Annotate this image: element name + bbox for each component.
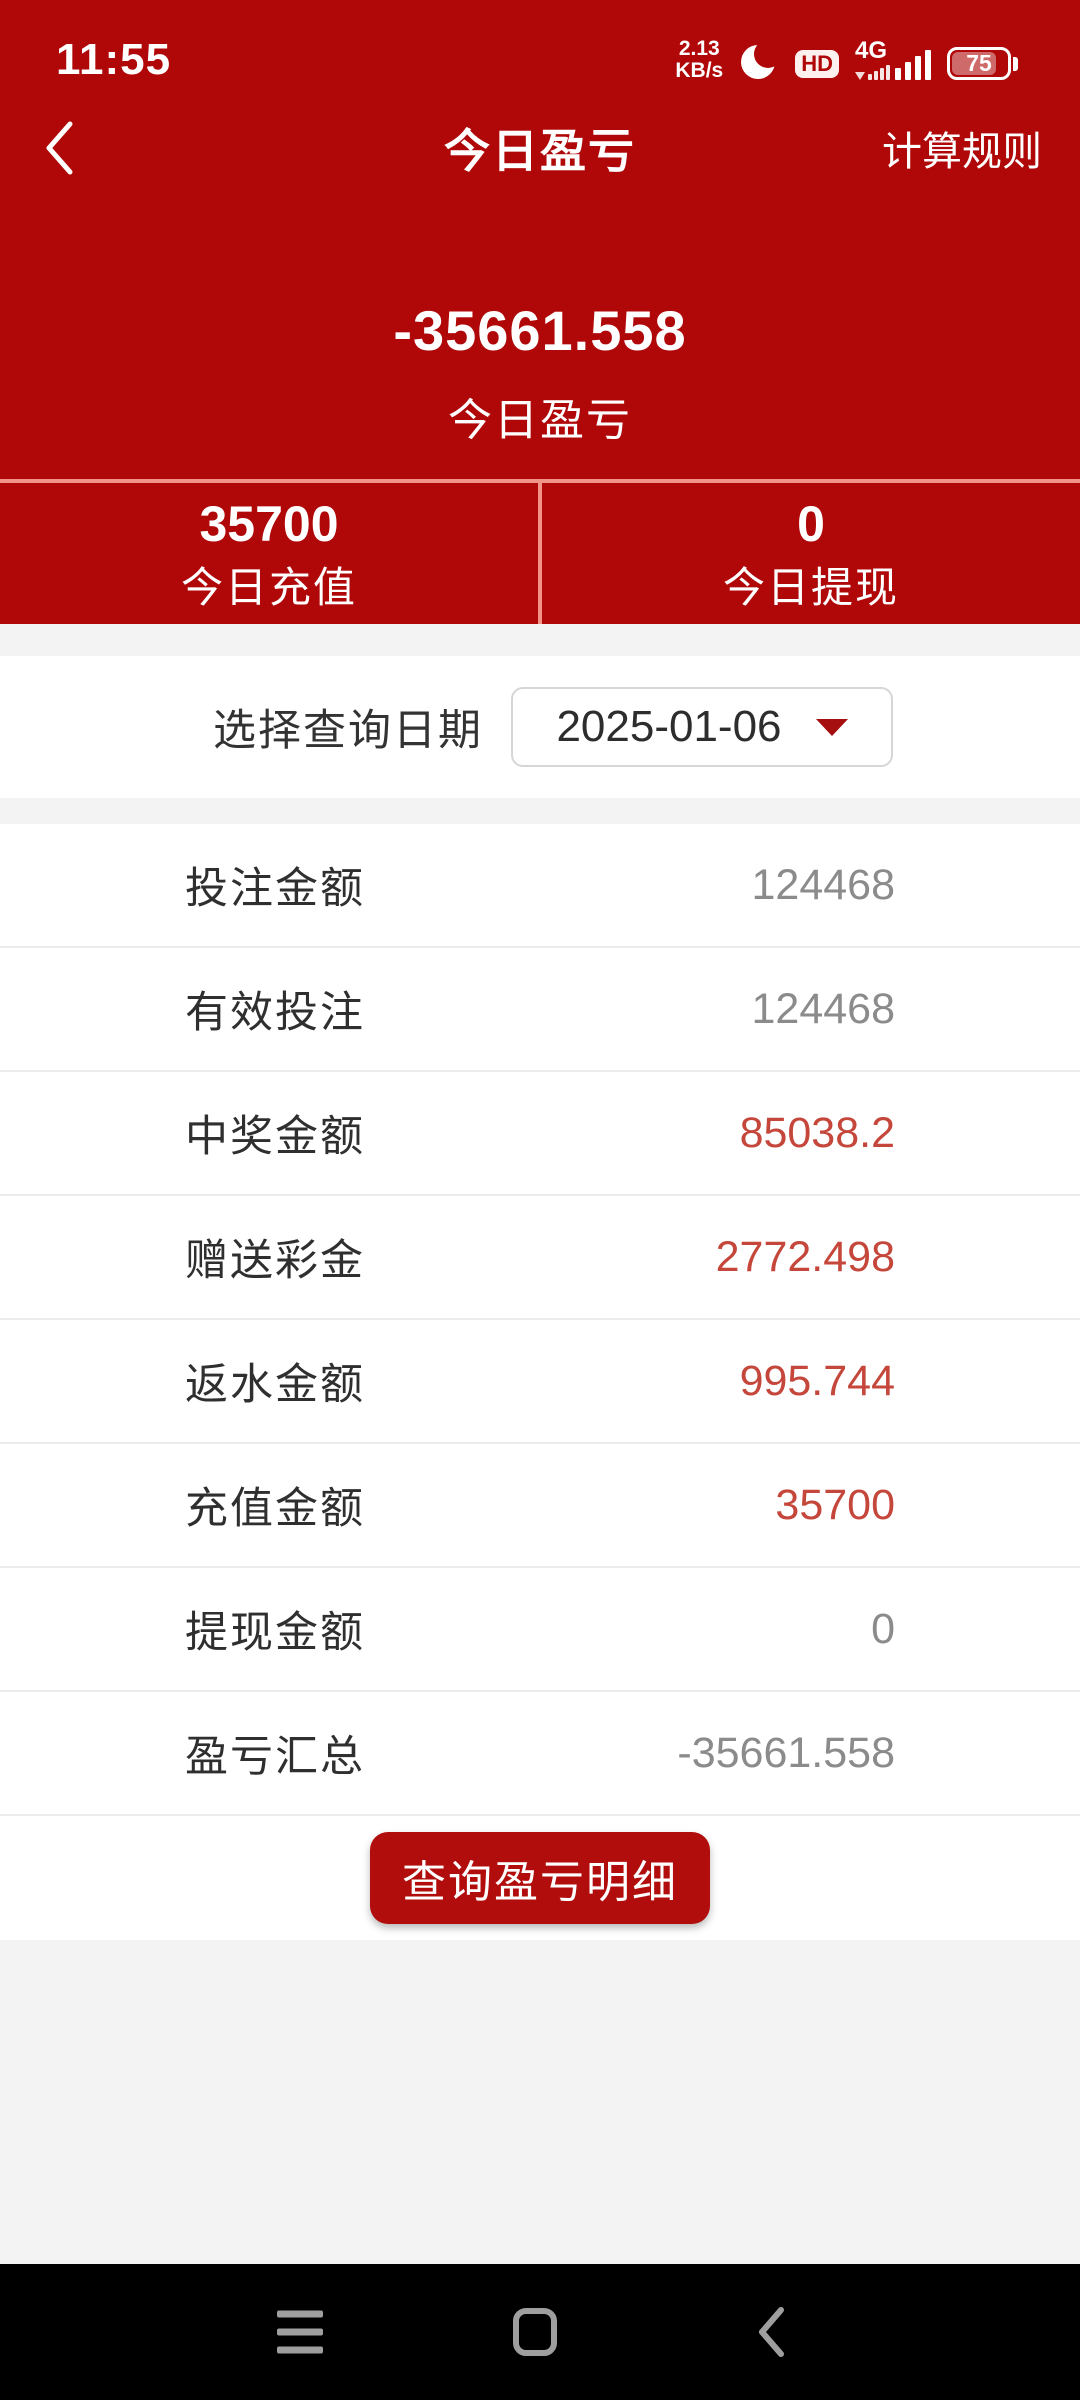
- row-value: 124468: [751, 984, 896, 1033]
- network-speed: 2.13 KB/s: [675, 36, 724, 82]
- status-bar: 11:55 2.13 KB/s HD 4G: [0, 0, 1080, 92]
- row-label: 赠送彩金: [185, 1237, 365, 1285]
- table-row: 充值金额 35700: [0, 1444, 1080, 1568]
- nav-back-icon[interactable]: [755, 2306, 787, 2358]
- row-value: 124468: [751, 860, 896, 909]
- today-recharge-cell: 35700 今日充值: [0, 483, 538, 624]
- summary-list: 投注金额 124468 有效投注 124468 中奖金额 85038.2 赠送彩…: [0, 824, 1080, 1816]
- app-bar: 今日盈亏 计算规则: [0, 92, 1080, 204]
- hero-stats: 35700 今日充值 0 今日提现: [0, 479, 1080, 624]
- do-not-disturb-moon-icon: [741, 41, 780, 79]
- footer-gap: [0, 1940, 1080, 2264]
- sim2-signal-icon: [855, 65, 890, 80]
- section-gap: [0, 798, 1080, 824]
- page-title: 今日盈亏: [444, 125, 636, 177]
- table-row: 盈亏汇总 -35661.558: [0, 1692, 1080, 1816]
- row-label: 有效投注: [185, 989, 365, 1037]
- today-profit-label: 今日盈亏: [448, 395, 632, 445]
- row-value: 85038.2: [739, 1108, 895, 1157]
- today-withdraw-label: 今日提现: [722, 563, 899, 611]
- today-profit-amount: -35661.558: [393, 299, 687, 362]
- android-navbar: [0, 2264, 1080, 2400]
- row-value: -35661.558: [677, 1728, 895, 1777]
- row-label: 中奖金额: [185, 1113, 365, 1161]
- row-value: 35700: [775, 1480, 895, 1529]
- status-icons: 2.13 KB/s HD 4G: [675, 36, 1018, 82]
- table-row: 中奖金额 85038.2: [0, 1072, 1080, 1196]
- network-type-group: 4G: [855, 39, 890, 80]
- date-dropdown[interactable]: 2025-01-06: [511, 687, 893, 767]
- row-label: 充值金额: [185, 1485, 365, 1533]
- clock: 11:55: [56, 35, 172, 84]
- back-chevron-icon[interactable]: [42, 119, 76, 177]
- hd-voice-icon: HD: [795, 50, 839, 78]
- row-label: 投注金额: [185, 865, 365, 913]
- signal-bars-icon: 4G: [855, 39, 931, 80]
- network-type-label: 4G: [855, 37, 888, 64]
- query-detail-button[interactable]: 查询盈亏明细: [370, 1832, 710, 1924]
- nav-menu-icon[interactable]: [277, 2310, 323, 2354]
- today-withdraw-cell: 0 今日提现: [538, 483, 1080, 624]
- network-speed-value: 2.13: [678, 36, 720, 60]
- battery-fill: [952, 52, 996, 75]
- row-value: 995.744: [739, 1356, 895, 1405]
- today-withdraw-value: 0: [797, 495, 825, 552]
- network-speed-unit: KB/s: [675, 58, 724, 82]
- table-row: 赠送彩金 2772.498: [0, 1196, 1080, 1320]
- battery-icon: 75: [947, 47, 1018, 80]
- down-arrow-icon: [855, 72, 865, 80]
- dropdown-triangle-icon: [815, 718, 848, 736]
- table-row: 返水金额 995.744: [0, 1320, 1080, 1444]
- today-recharge-value: 35700: [199, 495, 339, 552]
- battery-body: 75: [947, 47, 1011, 80]
- nav-home-icon[interactable]: [513, 2308, 557, 2356]
- section-gap: [0, 624, 1080, 656]
- battery-percent: 75: [966, 50, 992, 76]
- calc-rules-link[interactable]: 计算规则: [882, 130, 1042, 174]
- row-value: 2772.498: [715, 1232, 895, 1281]
- hero-section: 11:55 2.13 KB/s HD 4G: [0, 0, 1080, 479]
- button-row: 查询盈亏明细: [0, 1816, 1080, 1940]
- date-dropdown-value: 2025-01-06: [556, 702, 782, 751]
- today-recharge-label: 今日充值: [180, 563, 357, 611]
- table-row: 投注金额 124468: [0, 824, 1080, 948]
- battery-nub: [1013, 56, 1018, 71]
- table-row: 有效投注 124468: [0, 948, 1080, 1072]
- date-picker-label: 选择查询日期: [213, 707, 483, 755]
- row-value: 0: [871, 1604, 895, 1653]
- sim1-signal-icon: [895, 50, 931, 80]
- date-picker-row: 选择查询日期 2025-01-06: [0, 656, 1080, 798]
- row-label: 提现金额: [185, 1609, 365, 1657]
- row-label: 盈亏汇总: [185, 1733, 365, 1781]
- row-label: 返水金额: [185, 1361, 365, 1409]
- table-row: 提现金额 0: [0, 1568, 1080, 1692]
